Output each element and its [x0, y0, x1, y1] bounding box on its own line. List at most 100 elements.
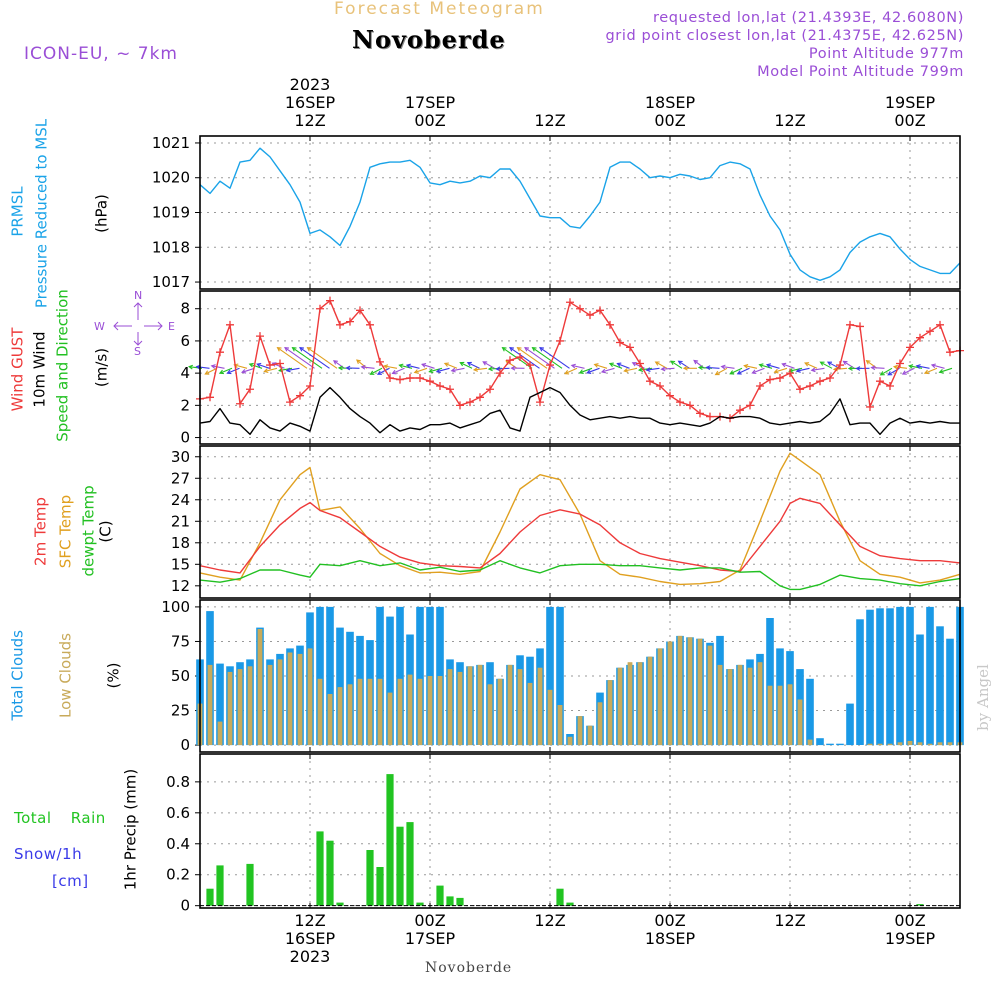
- low-cloud-bar: [387, 692, 393, 746]
- time-label-top: 12Z: [534, 111, 566, 130]
- temperature-ytick-label: 18: [171, 534, 190, 552]
- rain-bar: [916, 904, 924, 906]
- wind-arrow-head-icon: [187, 364, 194, 370]
- wind-arrow-icon: [624, 367, 638, 372]
- wind-arrow-icon: [196, 366, 210, 369]
- wind-arrow-icon: [646, 367, 660, 371]
- wind-arrow-icon: [804, 362, 818, 369]
- time-label-top: 17SEP: [404, 93, 456, 112]
- low-cloud-bar: [217, 721, 223, 746]
- total-cloud-bar: [866, 609, 874, 746]
- rain-bar: [326, 840, 334, 906]
- compass-e: E: [168, 320, 175, 333]
- wind-arrow-icon: [539, 347, 570, 369]
- wind-arrow-head-icon: [195, 364, 201, 370]
- wind-arrow-head-icon: [510, 365, 516, 371]
- wind-arrow-icon: [843, 360, 855, 369]
- gust-point: [476, 393, 484, 402]
- total-cloud-bar: [916, 634, 924, 745]
- low-cloud-bar: [647, 656, 653, 746]
- low-cloud-bar: [487, 684, 493, 746]
- time-label-bottom: 12Z: [534, 911, 566, 930]
- low-cloud-bar: [867, 743, 873, 746]
- gust-point: [806, 382, 814, 391]
- wind-arrow-icon: [715, 367, 728, 376]
- total-rain-label: Total Rain: [14, 809, 106, 827]
- low-cloud-bar: [617, 667, 623, 746]
- wind-arrow-head-icon: [332, 360, 338, 365]
- total-cloud-bar: [216, 663, 224, 746]
- gust-point: [766, 375, 774, 384]
- wind-arrow-icon: [939, 367, 953, 373]
- wind-arrow-icon: [752, 367, 765, 374]
- wind-arrow-icon: [414, 367, 428, 374]
- wind-arrow-icon: [678, 360, 690, 369]
- low-cloud-bar: [807, 739, 813, 746]
- wind-arrow-head-icon: [645, 367, 651, 373]
- gust-point: [366, 320, 374, 329]
- low-cloud-bar: [287, 652, 293, 746]
- wind-arrow-head-icon: [241, 369, 247, 374]
- wind-arrow-head-icon: [256, 362, 262, 368]
- wind-arrow-head-icon: [482, 361, 488, 366]
- wind-arrow-head-icon: [276, 347, 282, 352]
- wind-arrow-icon: [299, 347, 330, 369]
- wind-arrow-head-icon: [376, 370, 382, 375]
- rain-bar: [336, 902, 344, 906]
- wind-arrow-icon: [639, 367, 653, 371]
- wind-arrow-head-icon: [729, 370, 735, 375]
- wind-arrow-head-icon: [879, 371, 885, 376]
- wind-arrow-icon: [451, 367, 465, 372]
- wind-arrow-icon: [292, 347, 323, 369]
- wind-arrow-head-icon: [299, 347, 305, 352]
- gust-point: [416, 373, 424, 382]
- time-label-top: 19SEP: [884, 93, 936, 112]
- low-cloud-bar: [407, 674, 413, 746]
- bottom-station-label: Novoberde: [425, 960, 513, 976]
- wind-arrow-head-icon: [285, 367, 291, 373]
- low-cloud-bar: [567, 736, 573, 746]
- wind-arrow-icon: [436, 367, 450, 373]
- low-cloud-bar: [517, 669, 523, 746]
- low-cloud-bar: [797, 699, 803, 746]
- wind-arrow-head-icon: [795, 368, 801, 373]
- wind-arrow-head-icon: [459, 361, 465, 367]
- temperature-ytick-label: 15: [171, 555, 190, 573]
- gust-point: [286, 398, 294, 407]
- wind-arrow-head-icon: [714, 370, 720, 376]
- wind-arrow-head-icon: [531, 347, 537, 352]
- low-cloud-bar: [607, 680, 613, 745]
- low-cloud-bar: [667, 641, 673, 746]
- wind-arrow-head-icon: [842, 360, 848, 366]
- total-cloud-bar: [386, 616, 394, 746]
- wind-arrow-head-icon: [901, 370, 907, 375]
- low-cloud-bar: [337, 687, 343, 746]
- precip-ytick-label: 0.2: [166, 866, 190, 884]
- total-cloud-bar: [876, 608, 884, 746]
- time-label-top: 00Z: [414, 111, 446, 130]
- wind-arrow-head-icon: [398, 363, 404, 369]
- gust-point: [596, 306, 604, 315]
- gust-point: [826, 373, 834, 382]
- gust-point: [276, 359, 284, 368]
- gust-point: [266, 361, 274, 370]
- wind-arrow-icon: [737, 367, 750, 375]
- compass-s: S: [134, 345, 141, 358]
- total-cloud-bar: [326, 606, 334, 746]
- wind-arrow-icon: [474, 367, 488, 371]
- low-cloud-bar: [367, 678, 373, 746]
- wind-arrow-icon: [820, 361, 833, 369]
- gust-point: [296, 391, 304, 400]
- total-cloud-bar: [946, 638, 954, 746]
- compass-n: N: [134, 289, 143, 302]
- total-cloud-bar: [846, 703, 854, 746]
- gust-point: [776, 373, 784, 382]
- wind-arrow-head-icon: [271, 362, 277, 367]
- wind-arrow-head-icon: [501, 347, 507, 352]
- wind-arrow-head-icon: [758, 363, 764, 368]
- low-cloud-bar: [737, 664, 743, 745]
- wind-arrow-head-icon: [600, 368, 607, 374]
- wind-panel: 0 2 4 6 8: [180, 291, 964, 447]
- wind-arrow-icon: [460, 362, 473, 369]
